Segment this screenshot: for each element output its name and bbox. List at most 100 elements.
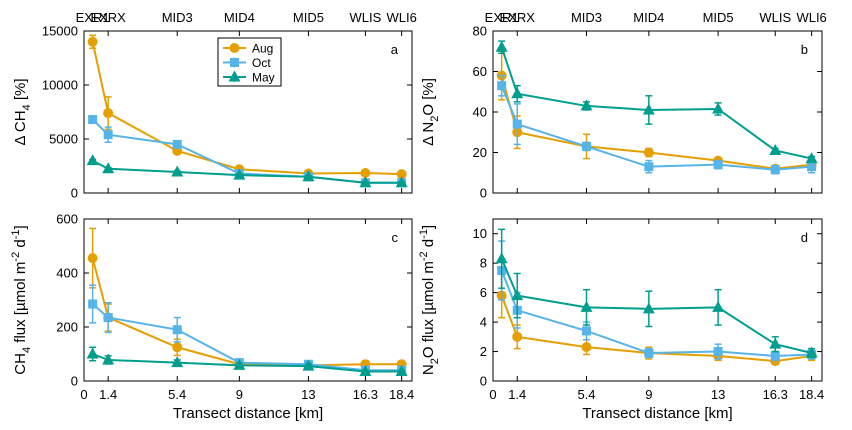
data-point — [713, 347, 723, 357]
y-tick-label: 0 — [480, 186, 487, 201]
series-line — [500, 46, 812, 160]
data-point — [88, 299, 98, 309]
data-point — [581, 342, 592, 353]
y-axis-label-part: Δ CH — [12, 110, 29, 145]
data-point — [88, 115, 98, 125]
y-axis-label: Δ CH4 [%] — [12, 79, 33, 146]
x-tick-label: 13 — [301, 387, 315, 402]
data-point — [172, 325, 182, 335]
data-point — [807, 162, 817, 172]
site-label: EXRX — [500, 10, 536, 25]
data-point — [769, 143, 782, 155]
series-line — [500, 295, 812, 363]
data-point — [87, 36, 98, 47]
y-tick-label: 40 — [473, 105, 487, 120]
data-point — [582, 326, 592, 336]
panel-letter: b — [801, 42, 808, 57]
x-axis-label: Transect distance [km] — [582, 405, 732, 422]
y-tick-label: 10 — [473, 226, 487, 241]
data-point — [512, 331, 523, 342]
y-tick-label: 2 — [480, 344, 487, 359]
data-point — [171, 356, 184, 368]
series-oct — [497, 74, 817, 175]
y-tick-label: 10000 — [42, 78, 78, 93]
data-point — [495, 252, 508, 264]
data-point — [396, 169, 407, 180]
series-may — [495, 40, 818, 164]
legend-marker — [230, 58, 239, 67]
site-label: WLI6 — [386, 10, 416, 25]
data-point — [103, 130, 113, 140]
y-axis-label-part: 4 — [21, 104, 33, 110]
data-point — [712, 102, 725, 114]
x-tick-label: 1.4 — [508, 387, 526, 402]
y-tick-label: 80 — [473, 24, 487, 39]
y-axis-label-part: -2 — [418, 251, 430, 261]
axes-frame — [492, 218, 823, 382]
x-tick-label: 16.3 — [353, 387, 378, 402]
series-may — [495, 228, 818, 359]
data-point — [644, 162, 654, 172]
x-tick-label: 13 — [711, 387, 725, 402]
site-label: MID4 — [633, 10, 664, 25]
x-tick-label: 5.4 — [577, 387, 595, 402]
data-point — [87, 253, 98, 264]
y-axis-label-part: flux [µmol m — [12, 262, 29, 347]
data-point — [643, 147, 654, 158]
site-label: MID3 — [571, 10, 602, 25]
x-tick-label: 9 — [236, 387, 243, 402]
y-axis-label-part: 2 — [429, 116, 441, 122]
data-point — [580, 300, 593, 312]
y-axis-label: Δ N2O [%] — [420, 78, 441, 146]
data-point — [359, 365, 372, 377]
series-aug — [496, 50, 817, 174]
y-axis-label-part: -1 — [418, 229, 430, 239]
x-tick-label: 1.4 — [99, 387, 117, 402]
site-label: MID3 — [162, 10, 193, 25]
data-point — [102, 162, 115, 174]
x-tick-label: 0 — [80, 387, 87, 402]
data-point — [103, 108, 114, 119]
y-tick-label: 0 — [480, 374, 487, 389]
legend-label: May — [252, 71, 275, 85]
x-tick-label: 5.4 — [168, 387, 186, 402]
data-point — [582, 141, 592, 151]
site-label: EXR1 — [485, 10, 519, 25]
x-tick-label: 18.4 — [389, 387, 414, 402]
y-tick-label: 200 — [56, 320, 78, 335]
series-line — [500, 75, 812, 170]
site-label: MID4 — [224, 10, 255, 25]
axes-frame — [83, 30, 413, 194]
y-tick-label: 6 — [480, 285, 487, 300]
series-line — [91, 257, 402, 367]
legend-marker — [228, 70, 241, 82]
y-axis-label-part: O flux [µmol m — [420, 261, 437, 358]
data-point — [769, 337, 782, 349]
y-tick-label: 8 — [480, 256, 487, 271]
data-point — [713, 160, 723, 170]
y-tick-label: 60 — [473, 64, 487, 79]
data-point — [395, 176, 408, 188]
data-point — [580, 99, 593, 111]
data-point — [512, 119, 522, 129]
axes-frame — [83, 218, 413, 382]
data-point — [770, 351, 780, 361]
data-point — [360, 168, 371, 179]
panel-letter: d — [801, 230, 808, 245]
y-axis-label-part: d — [12, 239, 29, 252]
y-axis-label-part: d — [420, 239, 437, 252]
data-point — [495, 40, 508, 52]
site-label: WLIS — [349, 10, 381, 25]
chart-panel-c: 0 200 400 600 0 1.4 5.4 9 13 16.3 18.4 Transect dis… — [10, 212, 414, 423]
x-tick-label: 0 — [489, 387, 496, 402]
y-axis-label-part: ] — [420, 225, 437, 229]
data-point — [497, 81, 507, 91]
site-label: WLIS — [759, 10, 791, 25]
series-oct — [88, 115, 407, 188]
y-tick-label: 400 — [56, 266, 78, 281]
y-axis-label-part: CH — [12, 353, 29, 375]
x-tick-label: 9 — [645, 387, 652, 402]
